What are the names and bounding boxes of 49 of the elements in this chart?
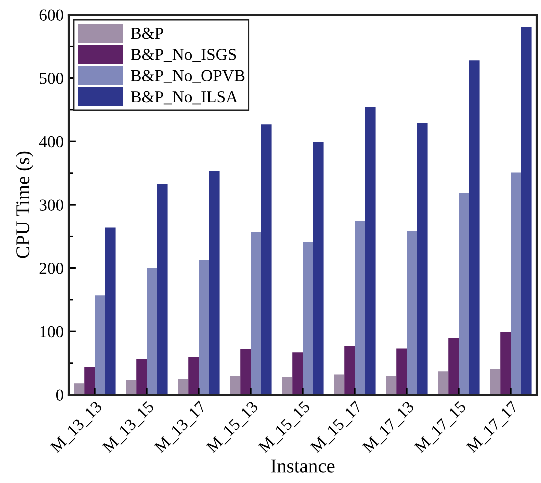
bar [178,379,189,395]
bar [344,346,355,395]
bar [84,367,95,395]
bar [126,380,137,395]
legend-label: B&P_No_ILSA [131,91,238,105]
bar [95,296,106,395]
bar [407,230,418,395]
bar [74,384,85,395]
bar [459,192,470,395]
y-axis-title: CPU Time (s) [16,152,34,258]
bar [521,27,532,395]
bar [292,352,303,395]
bar [282,377,293,395]
bar [209,171,220,395]
y-tick-label: 500 [40,73,64,84]
legend-label: B&P_No_OPVB [131,70,245,84]
bar [396,348,407,395]
bar [365,107,376,395]
bar [199,260,210,395]
x-axis-title: Instance [271,460,335,473]
bar [261,124,272,395]
bar [313,142,324,395]
bar [136,360,147,395]
bar [490,369,501,395]
y-tick-label: 600 [40,10,64,21]
bar [417,123,428,395]
legend-label: B&P [131,28,164,40]
bar [511,172,522,395]
bar [240,349,251,395]
y-tick-label: 300 [40,200,64,211]
bar [448,338,459,395]
y-tick-label: 100 [40,326,64,338]
bar [147,268,158,395]
bar [469,60,480,395]
bar [438,372,449,395]
bar [230,376,241,395]
bar [251,232,262,395]
legend-label: B&P_No_ISGS [131,49,236,62]
y-tick-label: 200 [40,263,64,274]
bar [303,242,314,395]
y-tick-label: 400 [39,136,64,148]
bar [386,376,397,395]
bar [105,228,116,395]
bar [355,221,366,395]
bar [500,332,511,395]
bar [188,357,199,395]
y-tick-label: 0 [56,390,64,401]
bar [157,184,168,395]
bar [334,374,345,395]
